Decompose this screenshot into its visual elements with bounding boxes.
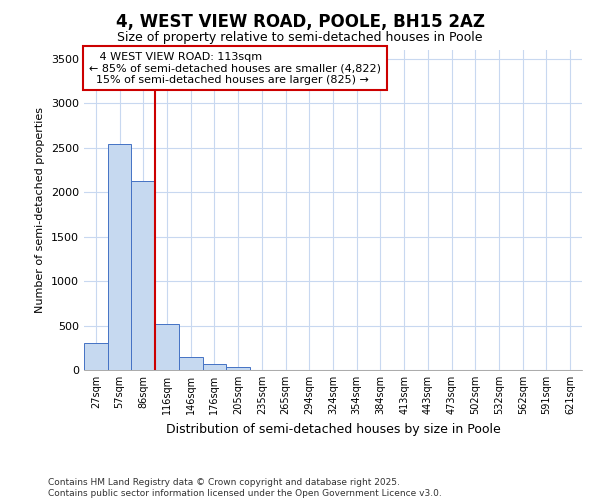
- X-axis label: Distribution of semi-detached houses by size in Poole: Distribution of semi-detached houses by …: [166, 422, 500, 436]
- Y-axis label: Number of semi-detached properties: Number of semi-detached properties: [35, 107, 46, 313]
- Bar: [155, 324, 179, 370]
- Text: Contains HM Land Registry data © Crown copyright and database right 2025.
Contai: Contains HM Land Registry data © Crown c…: [48, 478, 442, 498]
- Bar: [203, 364, 226, 370]
- Bar: [84, 344, 108, 370]
- Bar: [226, 368, 250, 370]
- Bar: [108, 144, 131, 370]
- Bar: [179, 356, 203, 370]
- Text: 4, WEST VIEW ROAD, POOLE, BH15 2AZ: 4, WEST VIEW ROAD, POOLE, BH15 2AZ: [115, 12, 485, 30]
- Bar: [131, 180, 155, 370]
- Text: Size of property relative to semi-detached houses in Poole: Size of property relative to semi-detach…: [117, 31, 483, 44]
- Text: 4 WEST VIEW ROAD: 113sqm
← 85% of semi-detached houses are smaller (4,822)
  15%: 4 WEST VIEW ROAD: 113sqm ← 85% of semi-d…: [89, 52, 381, 85]
